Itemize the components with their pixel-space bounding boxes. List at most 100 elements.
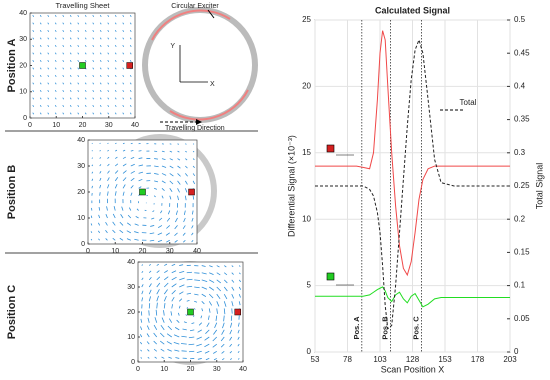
y2-axis-label: Total Signal [534, 163, 544, 210]
field-arrow [62, 59, 65, 62]
field-arrow [153, 340, 158, 345]
field-arrow [138, 164, 144, 167]
field-arrow [99, 59, 102, 62]
x-tick-label: 40 [239, 366, 247, 373]
y2-tick-label: 0 [514, 347, 519, 356]
field-arrow [223, 308, 226, 315]
field-arrow [214, 322, 218, 329]
field-arrow [91, 164, 94, 167]
exciter-current [169, 89, 249, 121]
field-arrow [99, 150, 101, 152]
field-arrow [191, 210, 194, 215]
y-tick-label: 30 [77, 163, 85, 170]
position-line-label: Pos. A [352, 316, 361, 340]
field-arrow [54, 14, 57, 17]
field-arrow [122, 29, 125, 32]
field-arrow [32, 59, 35, 62]
field-arrow [161, 150, 165, 153]
field-arrow [201, 286, 208, 290]
field-arrow [208, 308, 211, 313]
field-arrow [107, 149, 109, 152]
field-arrow [191, 225, 194, 229]
field-arrow [106, 206, 108, 211]
field-arrow [77, 112, 80, 115]
field-arrow [161, 173, 167, 176]
field-arrow [99, 157, 102, 159]
field-arrow [114, 52, 117, 55]
annotation: Y [170, 43, 175, 50]
x-tick-label: 78 [343, 355, 352, 364]
y-tick-label: 0 [307, 347, 312, 356]
field-arrow [122, 59, 125, 62]
field-arrow [122, 67, 125, 70]
field-arrow [185, 158, 188, 161]
field-arrow [168, 356, 172, 359]
field-arrow [169, 188, 173, 192]
field-arrow [32, 29, 35, 32]
field-arrow [54, 74, 57, 77]
field-arrow [47, 44, 50, 47]
field-arrow [223, 301, 227, 307]
field-arrow [107, 52, 110, 55]
field-arrow [161, 317, 165, 323]
field-arrow [238, 301, 241, 306]
field-arrow [115, 149, 118, 152]
field-arrow [92, 14, 95, 17]
field-arrow [114, 74, 117, 77]
field-arrow [141, 290, 144, 295]
field-arrow [107, 156, 110, 159]
y-tick-label: 30 [127, 284, 135, 291]
field-arrow [201, 301, 205, 305]
field-arrow [192, 150, 195, 153]
field-arrow [139, 334, 143, 338]
field-arrow [47, 89, 50, 92]
field-arrow [152, 210, 155, 213]
sensor-green [79, 62, 86, 69]
field-arrow [77, 29, 80, 32]
field-arrow [69, 29, 72, 32]
field-arrow [188, 336, 195, 339]
x-tick-label: 30 [213, 366, 221, 373]
field-arrow [114, 44, 117, 47]
annotation: X [210, 81, 215, 88]
field-arrow [107, 104, 110, 107]
field-arrow [146, 341, 150, 345]
field-arrow [122, 97, 125, 100]
field-arrow [230, 322, 233, 328]
y-axis-label: Differential Signal (×10⁻³) [286, 135, 296, 237]
field-arrow [129, 14, 132, 17]
field-arrow [122, 89, 125, 92]
y-tick-label: 20 [127, 309, 135, 316]
field-arrow [32, 82, 35, 85]
field-arrow [114, 104, 117, 107]
field-arrow [205, 329, 210, 334]
field-arrow [92, 74, 95, 77]
field-arrow [47, 14, 50, 17]
field-arrow [154, 165, 159, 168]
field-arrow [171, 270, 177, 274]
field-arrow [105, 230, 108, 234]
field-arrow [221, 358, 225, 361]
field-arrow [156, 289, 160, 295]
field-arrow [62, 104, 65, 107]
field-arrow [62, 112, 65, 115]
field-arrow [167, 325, 173, 331]
field-arrow [77, 14, 80, 17]
field-arrow [186, 278, 193, 281]
field-arrow [135, 216, 139, 219]
field-arrow [69, 104, 72, 107]
field-arrow [39, 89, 42, 92]
field-arrow [114, 112, 117, 115]
field-arrow [174, 327, 180, 331]
field-arrow [129, 22, 132, 25]
field-arrow [238, 272, 241, 275]
field-arrow [178, 305, 181, 309]
field-arrow [182, 239, 186, 243]
field-arrow [77, 89, 80, 92]
field-arrow [165, 232, 170, 236]
field-arrow [174, 239, 178, 243]
field-arrow [54, 112, 57, 115]
field-arrow [171, 290, 176, 295]
field-arrow [163, 303, 166, 309]
x-tick-label: 203 [503, 355, 517, 364]
